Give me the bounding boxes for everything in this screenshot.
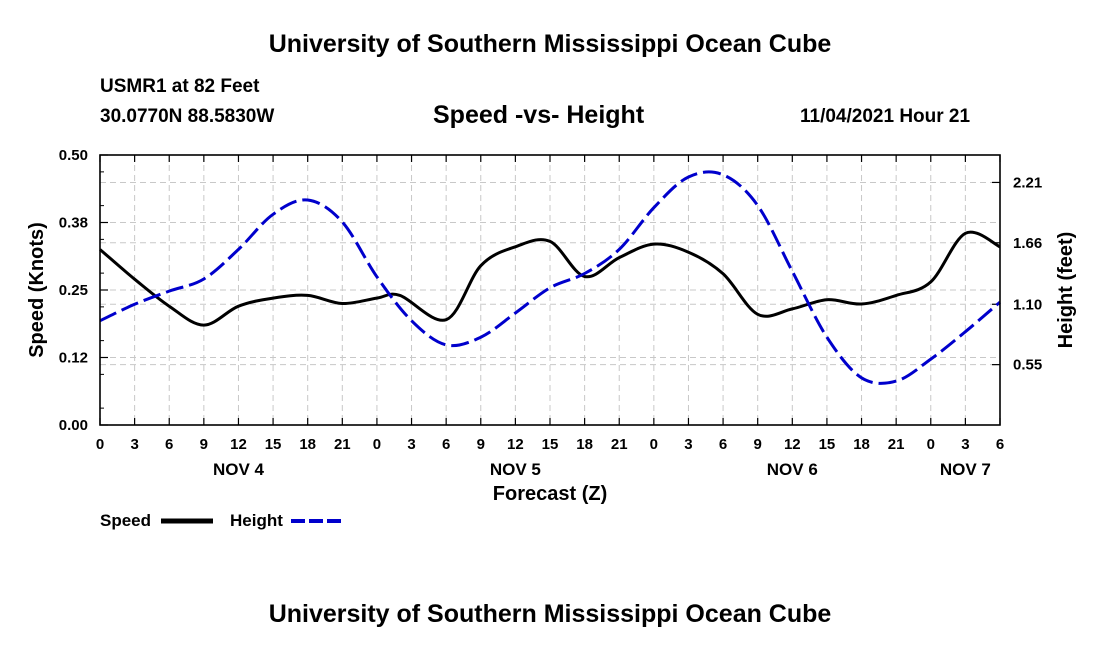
y-tick-label-left: 0.25 xyxy=(59,282,88,299)
series-lines xyxy=(99,170,1001,385)
legend: Speed Height xyxy=(100,511,343,530)
station-label: USMR1 at 82 Feet xyxy=(100,76,260,97)
chart: 0 3 6 9 12 15 18 21 0 3 6 9 12 15 18 21 0 3 6 9 12 15 18 21 0 3 6N… xyxy=(26,147,1077,530)
date-label: NOV 4 xyxy=(213,460,265,479)
y-tick-label-left: 0.12 xyxy=(59,350,88,367)
x-tick-label: 15 xyxy=(542,436,559,453)
x-tick-label: 6 xyxy=(996,436,1004,453)
x-tick-label: 3 xyxy=(961,436,969,453)
x-tick-label: 0 xyxy=(927,436,935,453)
series-line-height xyxy=(99,170,1001,385)
footer-title: University of Southern Mississippi Ocean… xyxy=(268,600,832,628)
date-label: NOV 7 xyxy=(940,460,991,479)
plot-frame xyxy=(99,154,1001,426)
x-tick-label: 0 xyxy=(96,436,104,453)
series-line-speed xyxy=(99,230,1001,327)
legend-speed-label: Speed xyxy=(100,511,151,530)
x-tick-label: 3 xyxy=(130,436,138,453)
y-axis-label-left: Speed (Knots) xyxy=(26,222,48,358)
x-tick-label: 9 xyxy=(754,436,762,453)
date-label: NOV 6 xyxy=(767,460,818,479)
y-axis-label-right: Height (feet) xyxy=(1055,232,1077,349)
x-tick-label: 18 xyxy=(853,436,870,453)
chart-title: Speed -vs- Height xyxy=(433,101,645,129)
x-tick-label: 15 xyxy=(819,436,836,453)
x-axis-label: Forecast (Z) xyxy=(493,483,607,505)
x-tick-label: 6 xyxy=(719,436,727,453)
coordinates-label: 30.0770N 88.5830W xyxy=(100,106,275,127)
x-tick-label: 9 xyxy=(200,436,208,453)
y-tick-label-left: 0.50 xyxy=(59,147,88,164)
x-tick-label: 12 xyxy=(230,436,247,453)
y-tick-label-right: 2.21 xyxy=(1013,174,1042,191)
x-tick-label: 18 xyxy=(299,436,316,453)
y-tick-label-right: 0.55 xyxy=(1013,357,1042,374)
x-tick-label: 3 xyxy=(684,436,692,453)
main-title: University of Southern Mississippi Ocean… xyxy=(268,30,832,58)
y-tick-label-left: 0.38 xyxy=(59,215,88,232)
x-tick-label: 0 xyxy=(373,436,381,453)
grid xyxy=(100,155,1000,425)
x-tick-label: 15 xyxy=(265,436,282,453)
legend-height-label: Height xyxy=(230,511,283,530)
x-tick-label: 21 xyxy=(611,436,628,453)
x-tick-label: 6 xyxy=(165,436,173,453)
y-tick-label-left: 0.00 xyxy=(59,417,88,434)
x-tick-label: 12 xyxy=(784,436,801,453)
axis-labels: 0 3 6 9 12 15 18 21 0 3 6 9 12 15 18 21 0 3 6 9 12 15 18 21 0 3 6N… xyxy=(59,147,1042,479)
x-tick-label: 0 xyxy=(650,436,658,453)
x-tick-label: 6 xyxy=(442,436,450,453)
x-tick-label: 12 xyxy=(507,436,524,453)
date-label: NOV 5 xyxy=(490,460,541,479)
x-tick-label: 21 xyxy=(888,436,905,453)
datetime-label: 11/04/2021 Hour 21 xyxy=(800,106,971,127)
x-tick-label: 3 xyxy=(407,436,415,453)
y-tick-label-right: 1.10 xyxy=(1013,296,1042,313)
x-tick-label: 9 xyxy=(477,436,485,453)
x-tick-label: 18 xyxy=(576,436,593,453)
y-tick-label-right: 1.66 xyxy=(1013,235,1042,252)
x-tick-label: 21 xyxy=(334,436,351,453)
